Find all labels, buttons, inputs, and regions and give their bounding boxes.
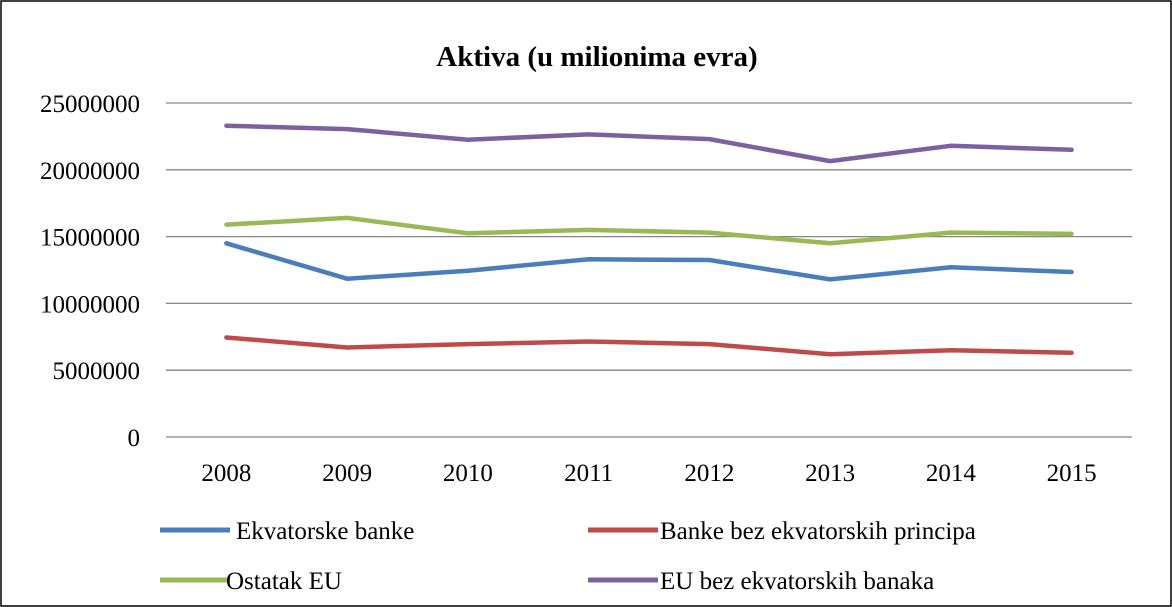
legend-label: EU bez ekvatorskih banaka bbox=[660, 568, 934, 595]
x-tick-label: 2014 bbox=[926, 460, 977, 487]
x-tick-label: 2010 bbox=[443, 460, 493, 487]
y-tick-label: 25000000 bbox=[40, 91, 140, 118]
x-tick-label: 2015 bbox=[1047, 460, 1097, 487]
legend-label: Ostatak EU bbox=[226, 568, 342, 595]
x-tick-label: 2008 bbox=[201, 460, 251, 487]
x-axis: 2008 2009 2010 2011 2012 2013 2014 2015 bbox=[201, 460, 1096, 487]
y-tick-label: 15000000 bbox=[40, 225, 140, 252]
x-tick-label: 2009 bbox=[322, 460, 372, 487]
legend-label: Ekvatorske banke bbox=[236, 518, 414, 545]
legend-label: Banke bez ekvatorskih principa bbox=[660, 518, 976, 545]
chart-title: Aktiva (u milionima evra) bbox=[436, 41, 757, 73]
series-line-1 bbox=[224, 241, 1074, 282]
series-group bbox=[224, 123, 1074, 357]
x-tick-label: 2011 bbox=[564, 460, 613, 487]
x-tick-label: 2012 bbox=[684, 460, 734, 487]
grid bbox=[166, 102, 1132, 438]
series-line-3 bbox=[224, 215, 1074, 246]
x-tick-label: 2013 bbox=[805, 460, 855, 487]
y-tick-label: 0 bbox=[128, 425, 141, 452]
y-tick-label: 5000000 bbox=[53, 358, 141, 385]
series-line-4 bbox=[224, 123, 1074, 164]
legend: Ekvatorske banke Banke bez ekvatorskih pr… bbox=[160, 518, 976, 595]
y-tick-label: 10000000 bbox=[40, 291, 140, 318]
y-tick-label: 20000000 bbox=[40, 158, 140, 185]
y-axis: 0 5000000 10000000 15000000 20000000 25000000 bbox=[40, 91, 140, 452]
series-line-2 bbox=[224, 335, 1074, 357]
